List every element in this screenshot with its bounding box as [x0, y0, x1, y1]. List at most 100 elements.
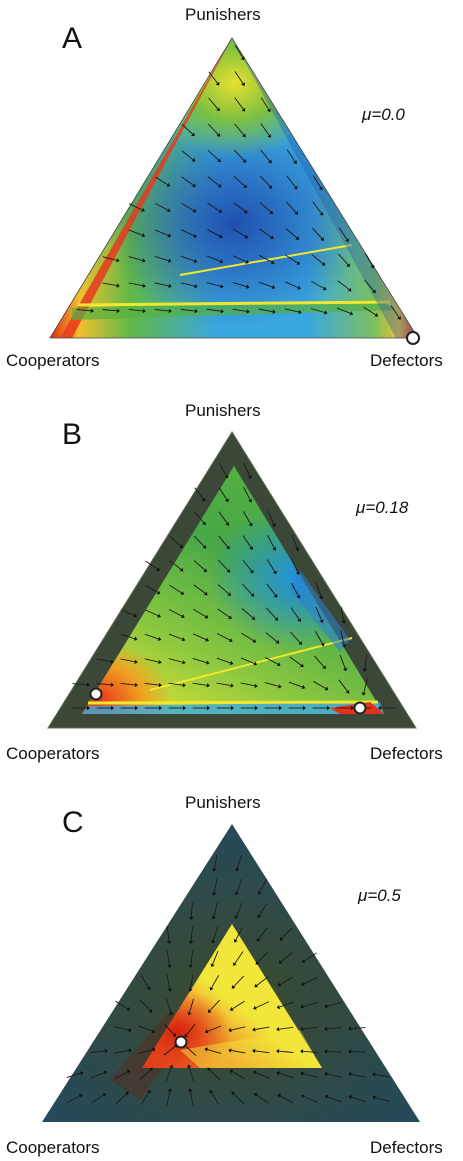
vector-arrowhead — [193, 233, 197, 238]
vector-arrow — [241, 608, 254, 619]
vector-arrow — [168, 609, 183, 617]
vector-arrowhead — [348, 1095, 353, 1100]
vector-arrow — [181, 202, 195, 211]
vector-arrow — [115, 1071, 129, 1080]
vector-arrow — [128, 229, 143, 236]
vector-arrow — [255, 1072, 270, 1079]
vector-arrow — [102, 282, 117, 287]
vector-arrow — [351, 1073, 366, 1078]
vector-arrow — [312, 175, 322, 188]
vector-field-c — [66, 854, 390, 1106]
vector-arrow — [76, 309, 92, 312]
vector-arrow — [217, 633, 231, 641]
vector-arrow — [192, 682, 207, 686]
vector-arrowhead — [370, 264, 375, 269]
vertex-label-defectors-c: Defectors — [370, 1138, 443, 1157]
vector-arrowhead — [327, 705, 330, 711]
vector-arrow — [154, 282, 169, 287]
vector-arrowhead — [207, 1009, 212, 1013]
vector-arrowhead — [205, 637, 209, 642]
vector-arrow — [303, 1002, 318, 1007]
panel-label-b: B — [62, 418, 83, 451]
vector-arrowhead — [278, 959, 283, 964]
vector-arrowhead — [169, 1064, 174, 1069]
vector-arrowhead — [192, 208, 197, 213]
vector-arrowhead — [87, 705, 90, 711]
vector-arrowhead — [378, 705, 381, 711]
vector-arrow — [260, 149, 271, 162]
vector-arrow — [243, 462, 251, 477]
vector-arrowhead — [209, 1089, 214, 1094]
vector-arrow — [235, 902, 243, 917]
vector-arrow — [281, 927, 293, 939]
vector-arrowhead — [128, 1027, 132, 1033]
vector-arrowhead — [156, 590, 161, 595]
vector-arrow — [192, 633, 207, 641]
vector-arrowhead — [218, 234, 223, 239]
vector-arrow — [218, 463, 227, 477]
vector-arrowhead — [194, 283, 198, 289]
vector-arrowhead — [86, 682, 90, 687]
vector-arrow — [256, 976, 269, 986]
vector-arrowhead — [277, 982, 282, 987]
vector-arrow — [190, 950, 194, 965]
vector-arrowhead — [362, 668, 368, 672]
vector-arrow — [326, 1027, 342, 1030]
vector-arrowhead — [241, 82, 245, 86]
vector-arrow — [96, 658, 111, 663]
vector-arrowhead — [142, 308, 146, 314]
vector-arrowhead — [257, 890, 262, 895]
simplex-c — [42, 824, 420, 1122]
vector-arrowhead — [128, 1048, 132, 1053]
vector-arrow — [144, 658, 159, 663]
vector-arrowhead — [203, 591, 208, 596]
vector-arrowhead — [183, 705, 186, 711]
vector-arrowhead — [218, 209, 223, 213]
vector-arrowhead — [90, 308, 94, 313]
vector-arrowhead — [227, 592, 232, 596]
vector-arrow — [231, 1026, 246, 1031]
vector-arrow — [169, 536, 181, 547]
vector-arrowhead — [267, 134, 272, 138]
vector-arrowhead — [135, 705, 138, 711]
vector-arrow — [213, 854, 218, 869]
vector-arrowhead — [187, 1064, 192, 1069]
vector-arrowhead — [188, 1088, 193, 1092]
vector-arrow — [302, 1050, 318, 1053]
vector-arrowhead — [319, 211, 324, 216]
vector-arrowhead — [300, 1026, 304, 1032]
vector-arrow — [155, 203, 169, 211]
vector-arrowhead — [229, 1069, 234, 1074]
vector-field-a — [76, 45, 401, 320]
vector-arrowhead — [226, 545, 230, 550]
vector-arrow — [240, 682, 255, 687]
simplex-body-b — [47, 431, 417, 729]
vector-arrow — [209, 1069, 221, 1081]
vector-arrow — [185, 1045, 197, 1056]
vector-arrowhead — [257, 914, 262, 919]
vector-arrow — [180, 282, 195, 287]
vector-arrowhead — [110, 682, 114, 688]
vector-arrowhead — [293, 185, 298, 190]
vector-arrow — [128, 203, 143, 211]
vector-arrow — [210, 1092, 220, 1105]
vector-arrowhead — [248, 522, 253, 527]
vector-arrowhead — [234, 915, 239, 919]
vector-arrowhead — [111, 705, 114, 711]
vector-arrow — [314, 631, 323, 645]
vector-arrowhead — [252, 1070, 257, 1075]
vector-arrowhead — [254, 983, 259, 988]
vector-arrowhead — [192, 183, 196, 187]
vector-arrowhead — [220, 309, 224, 314]
vector-arrowhead — [104, 1048, 108, 1054]
vertex-label-punishers-b: Punishers — [185, 401, 261, 420]
vector-arrowhead — [148, 1008, 153, 1013]
vector-arrow — [212, 926, 219, 941]
vector-arrow — [155, 176, 168, 186]
vector-arrowhead — [246, 309, 250, 314]
vector-arrow — [169, 560, 182, 570]
vector-arrow — [139, 999, 151, 1011]
vector-arrowhead — [251, 616, 256, 620]
vector-arrow — [138, 1025, 153, 1032]
vector-arrow — [311, 254, 324, 265]
